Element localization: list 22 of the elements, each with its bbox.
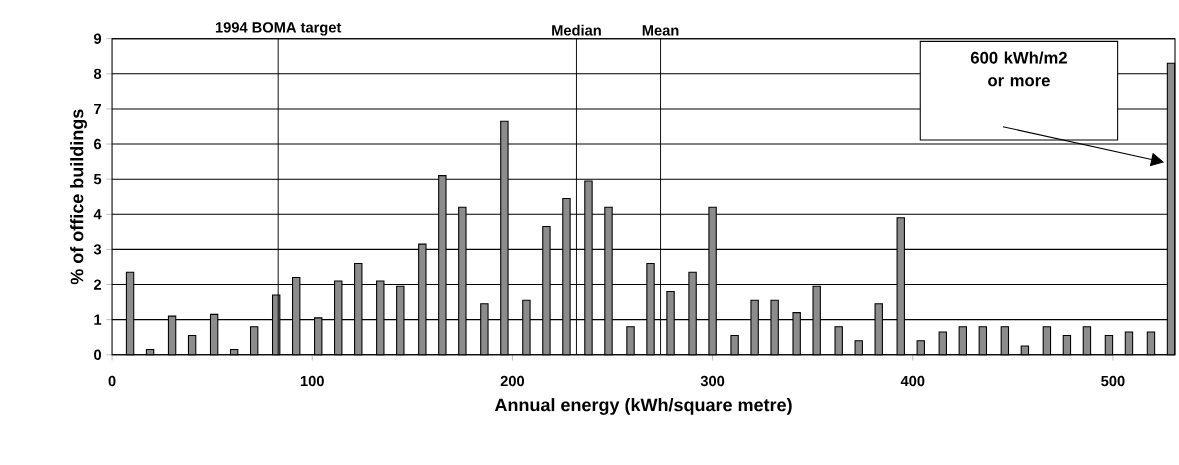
y-tick-label: 6	[94, 138, 102, 150]
x-tick-label: 300	[700, 375, 725, 387]
annotation: 600 kWh/m2 or more	[970, 51, 1067, 87]
ref-line-label: 1994 BOMA target	[215, 22, 342, 36]
y-tick-label: 2	[93, 279, 102, 290]
x-tick-label: 400	[900, 375, 925, 386]
y-tick-label: 5	[93, 173, 102, 185]
x-tick-label: 0	[108, 375, 116, 386]
y-tick-label: 0	[94, 349, 102, 360]
y-tick-label: 7	[94, 103, 101, 114]
y-tick-label: 1	[94, 314, 102, 325]
y-tick-label: 9	[93, 33, 102, 44]
x-tick-label: 500	[1101, 375, 1125, 386]
y-tick-label: 8	[93, 68, 102, 79]
ref-line-label: Median	[552, 24, 601, 36]
x-axis-title: Annual energy (kWh/square metre)	[494, 397, 792, 415]
y-tick-label: 3	[93, 243, 102, 255]
x-tick-label: 200	[500, 375, 525, 386]
y-axis-title: % of office buildings	[70, 109, 87, 285]
x-tick-label: 100	[300, 375, 324, 386]
y-tick-label: 4	[93, 209, 102, 220]
ref-line-label: Mean	[642, 25, 679, 36]
